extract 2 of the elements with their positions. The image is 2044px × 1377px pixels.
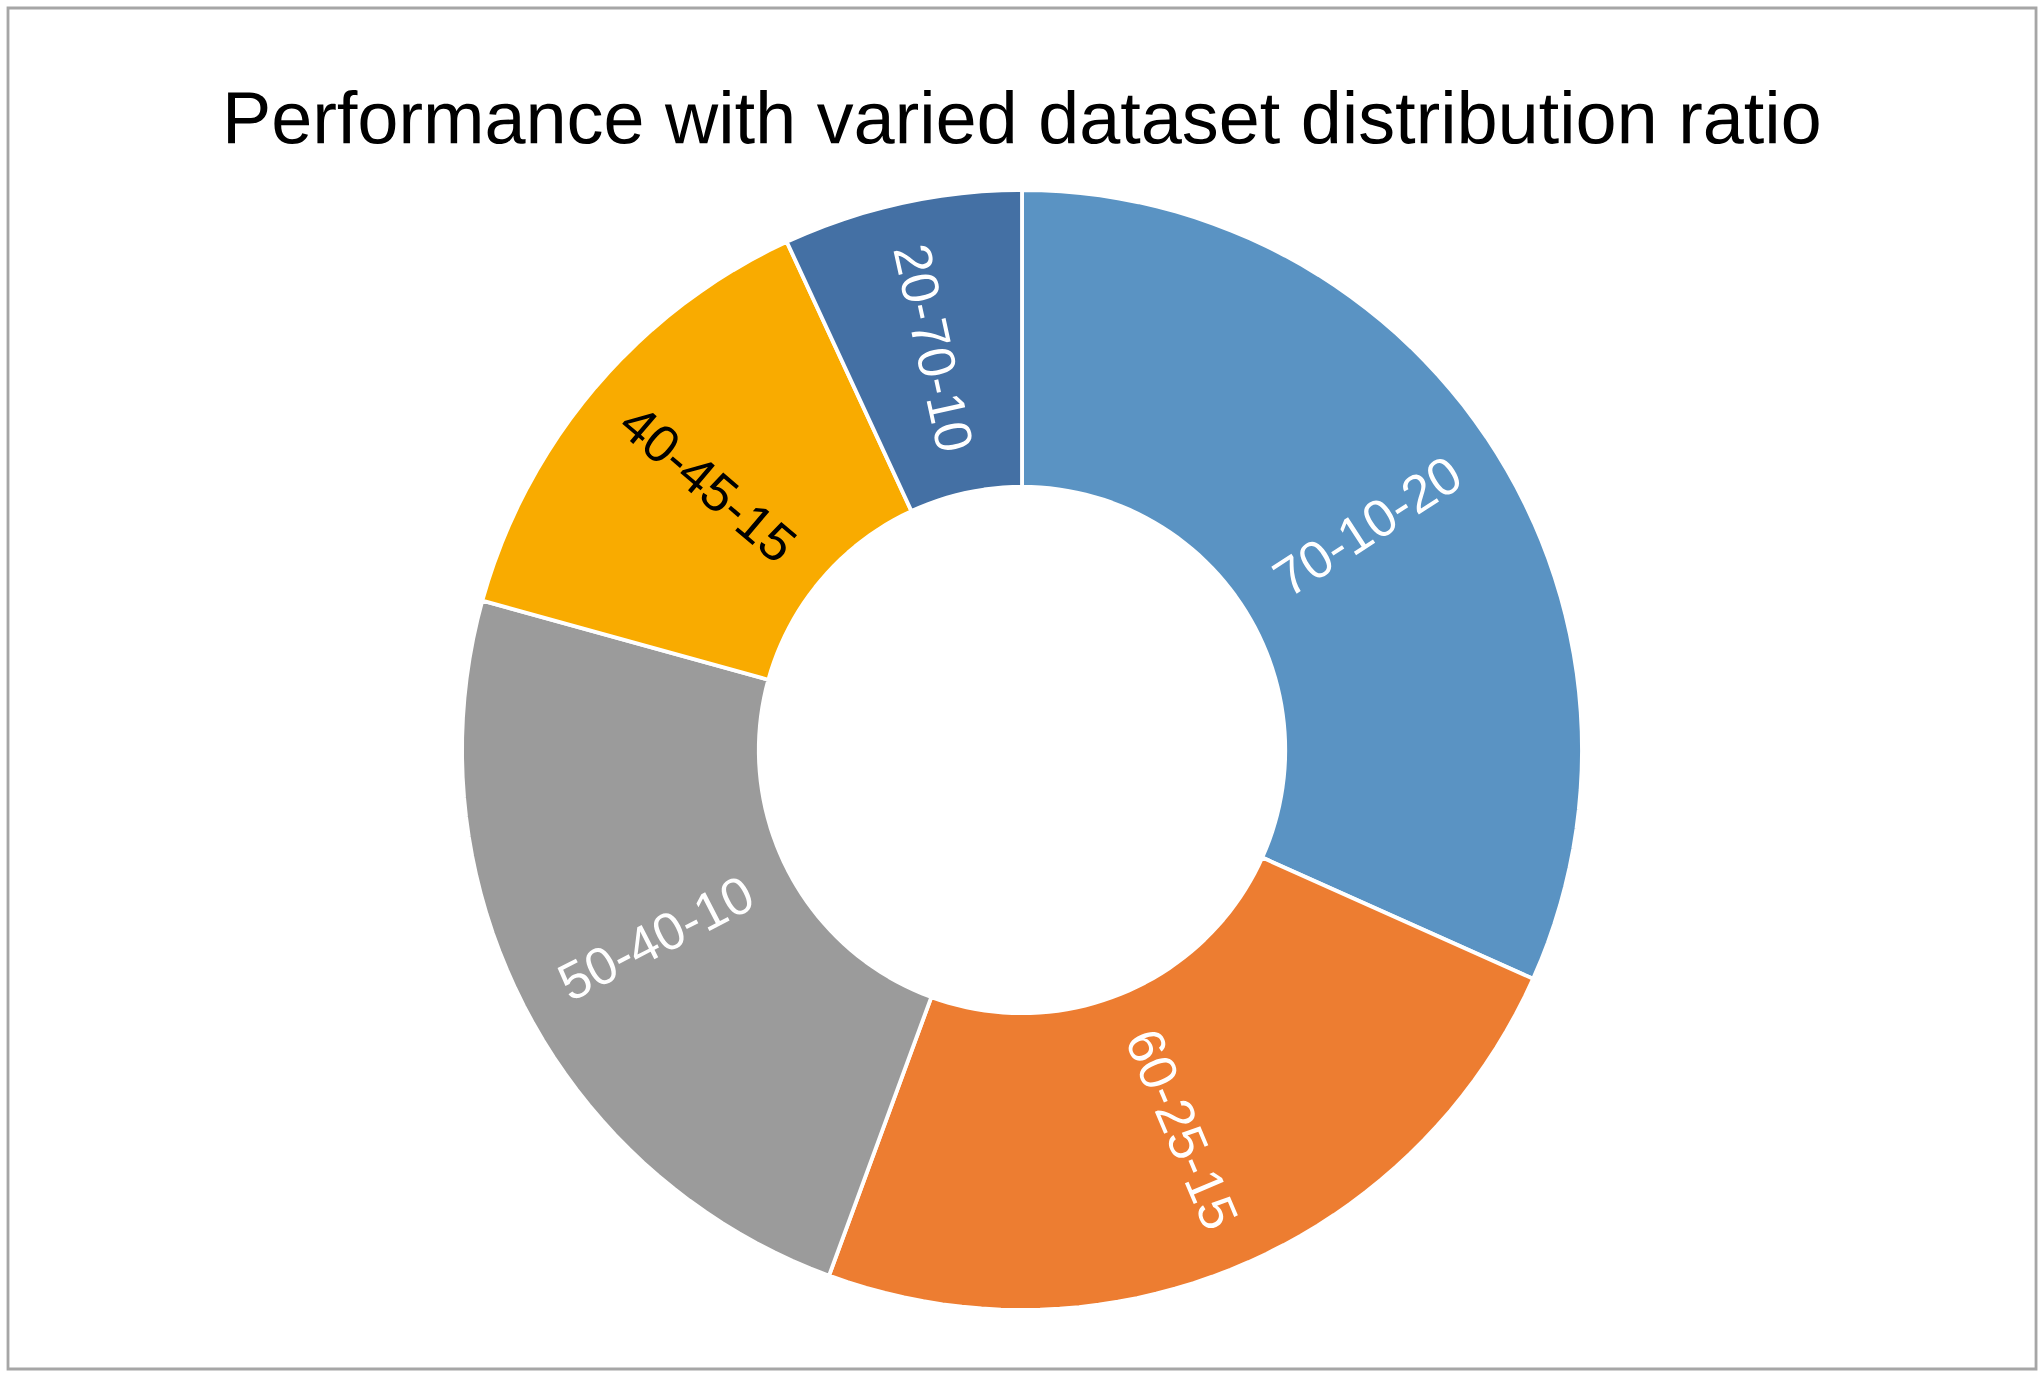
chart-title: Performance with varied dataset distribution ratio [228, 89, 1819, 145]
slice-label: 20-70-10 [893, 245, 972, 450]
